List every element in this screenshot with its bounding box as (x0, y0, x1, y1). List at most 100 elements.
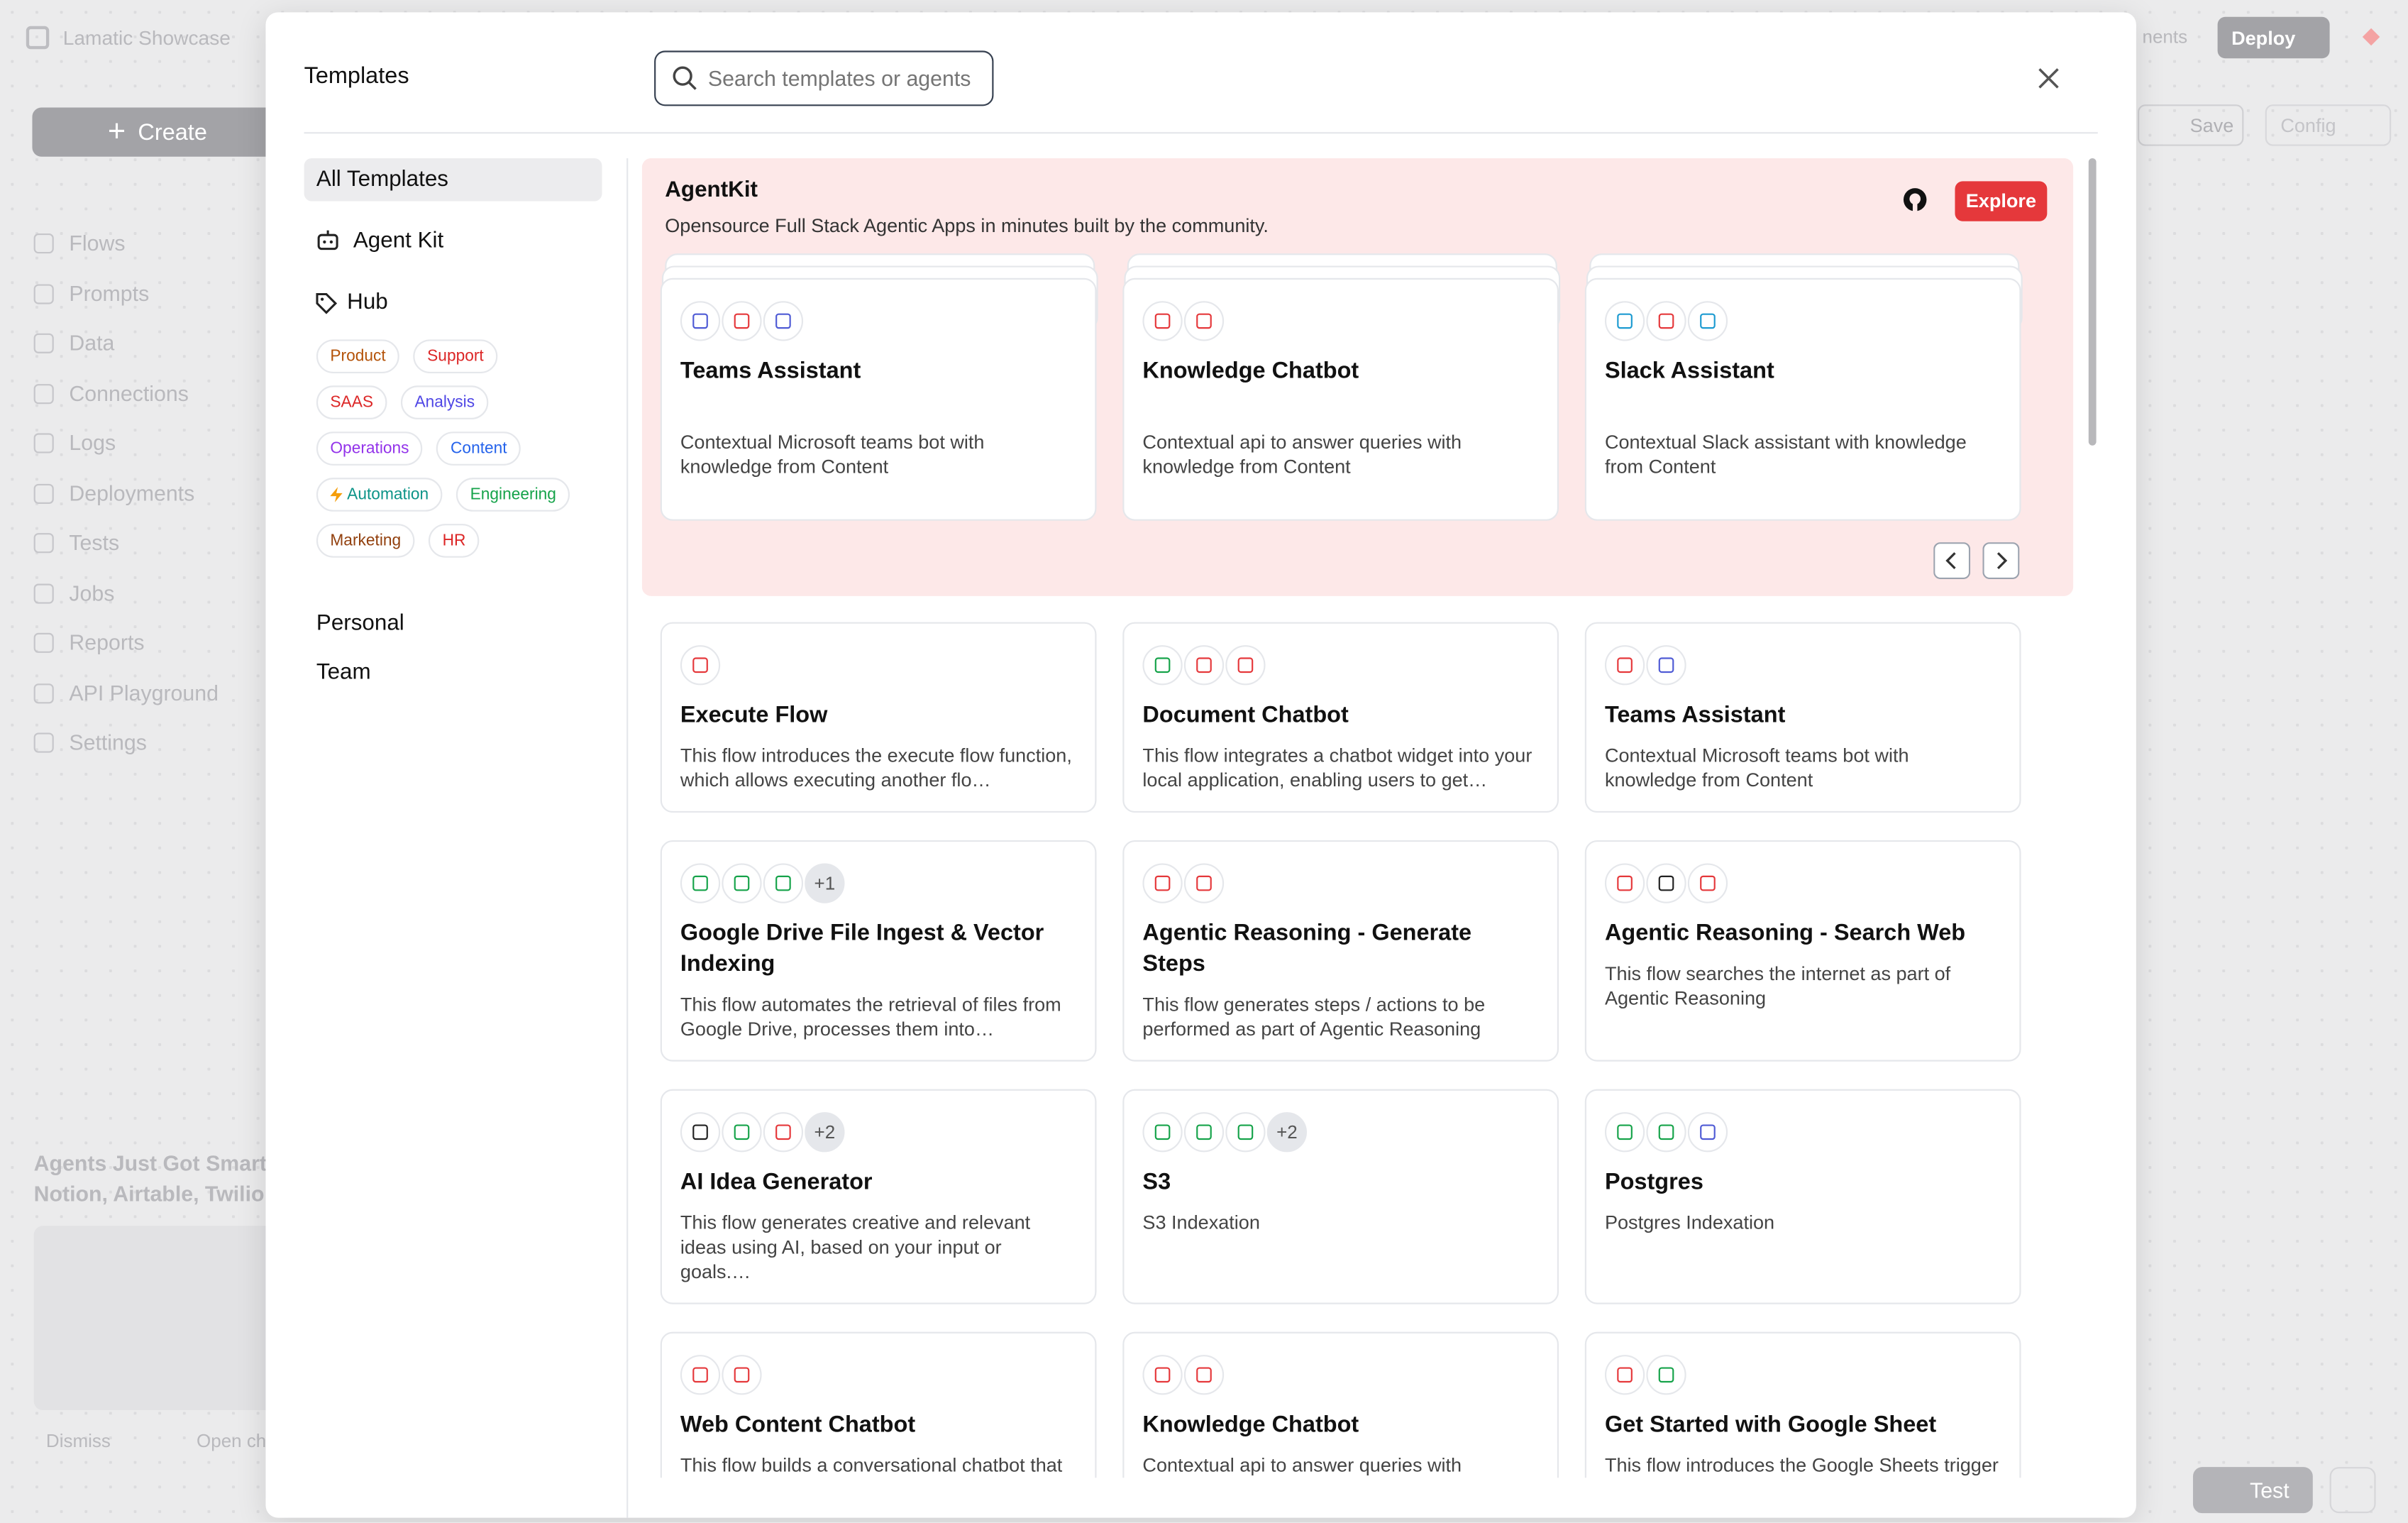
integration-icon (1687, 1112, 1728, 1153)
template-card[interactable]: Get Started with Google Sheet This flow i… (1584, 1331, 2021, 1478)
team-tab[interactable]: Team (316, 660, 371, 686)
github-icon[interactable] (1903, 187, 1928, 212)
nav-item[interactable]: API Playground (69, 679, 219, 705)
card-description: This flow builds a conversational chatbo… (680, 1454, 1063, 1477)
icon-glyph (734, 1124, 750, 1140)
save-button[interactable]: Save (2138, 104, 2244, 146)
all-templates-tab[interactable]: All Templates (304, 158, 602, 202)
nav-item[interactable]: Settings (69, 730, 147, 754)
template-card[interactable]: Teams Assistant Contextual Microsoft team… (1584, 622, 2021, 813)
hub-tag[interactable]: SAAS (316, 385, 387, 419)
integration-icons (680, 301, 1076, 341)
integration-icon (1183, 1355, 1225, 1395)
card-title: Agentic Reasoning - Generate Steps (1142, 920, 1472, 977)
nav-item[interactable]: Tests (69, 529, 120, 555)
hub-tab[interactable]: Hub (347, 290, 388, 315)
next-button[interactable] (1982, 542, 2020, 580)
tag-label: Product (330, 347, 386, 366)
integration-icon (1604, 301, 1645, 341)
more-count: +2 (805, 1112, 845, 1153)
agent-kit-tab[interactable]: Agent Kit (353, 229, 444, 254)
template-card[interactable]: Knowledge Chatbot Contextual api to answe… (1122, 1331, 1559, 1478)
collapse-button[interactable] (2329, 1467, 2376, 1514)
icon-glyph (1658, 1367, 1674, 1383)
template-card[interactable]: +1 Google Drive File Ingest & Vector Inde… (660, 840, 1097, 1062)
integration-icons (1604, 645, 2001, 686)
close-button[interactable] (2036, 66, 2061, 91)
workspace-name[interactable]: Lamatic Showcase (62, 26, 231, 50)
icon-glyph (1617, 1124, 1633, 1140)
nav-item[interactable]: Flows (69, 230, 126, 255)
integration-icon (1604, 863, 1645, 903)
template-grid: Execute Flow This flow introduces the exe… (660, 622, 2021, 1478)
template-card[interactable]: +2 S3 S3 Indexation (1122, 1089, 1559, 1304)
integration-icons (1604, 1112, 2001, 1153)
hub-tag[interactable]: Content (436, 431, 521, 466)
nav-item[interactable]: Data (69, 330, 115, 356)
test-button[interactable]: Test (2192, 1467, 2313, 1514)
integration-icon (1225, 645, 1266, 686)
create-button[interactable]: + Create (32, 107, 283, 157)
icon-glyph (1658, 875, 1674, 891)
hub-tag[interactable]: Support (413, 339, 498, 373)
template-card[interactable]: Document Chatbot This flow integrates a c… (1122, 622, 1559, 813)
nav-item[interactable]: Logs (69, 430, 116, 455)
hub-tag[interactable]: Automation (316, 478, 443, 512)
agent-kit-icon (317, 230, 338, 251)
nav-item[interactable]: Deployments (69, 480, 195, 505)
search-input[interactable] (707, 62, 978, 94)
prev-button[interactable] (1933, 542, 1971, 580)
explore-button[interactable]: Explore (1955, 181, 2048, 221)
nav-item[interactable]: Reports (69, 629, 145, 655)
plus-icon: + (107, 115, 126, 149)
template-card[interactable]: Web Content Chatbot This flow builds a co… (660, 1331, 1097, 1478)
hub-tag[interactable]: Engineering (456, 478, 570, 512)
agentkit-card[interactable]: Slack Assistant Contextual Slack assistan… (1584, 277, 2021, 521)
hub-tag[interactable]: Analysis (400, 385, 489, 419)
agentkit-card[interactable]: Knowledge Chatbot Contextual api to answe… (1122, 277, 1559, 521)
promo-open[interactable]: Open ch (197, 1430, 267, 1452)
personal-tab[interactable]: Personal (316, 611, 404, 637)
scrollbar (2088, 158, 2097, 446)
hub-tag[interactable]: HR (429, 524, 480, 558)
icon-glyph (1154, 1124, 1171, 1140)
integration-icons (1142, 863, 1538, 903)
card-description: This flow automates the retrieval of fil… (680, 994, 1061, 1040)
template-card[interactable]: Execute Flow This flow introduces the exe… (660, 622, 1097, 813)
icon-glyph (734, 875, 750, 891)
integration-icon (1183, 1112, 1225, 1153)
card-title: Knowledge Chatbot (1142, 358, 1359, 385)
integration-icons (1604, 1355, 2001, 1395)
promo-dismiss[interactable]: Dismiss (45, 1430, 111, 1452)
template-card[interactable]: +2 AI Idea Generator This flow generates c… (660, 1089, 1097, 1304)
environments[interactable]: nents (2142, 26, 2188, 48)
hub-icon (316, 292, 338, 314)
integration-icon (1183, 301, 1225, 341)
nav-icon (33, 683, 54, 703)
integration-icons (1604, 863, 2001, 903)
nav-icon (33, 233, 54, 254)
template-card[interactable]: Agentic Reasoning - Search Web This flow … (1584, 840, 2021, 1062)
config-button[interactable]: Config (2265, 104, 2392, 146)
card-description: This flow introduces the Google Sheets t… (1604, 1454, 1999, 1477)
icon-glyph (1196, 875, 1212, 891)
card-description: Contextual Microsoft teams bot with know… (680, 431, 985, 478)
integration-icon (1142, 301, 1183, 341)
logo (26, 26, 50, 50)
hub-tag[interactable]: Product (316, 339, 400, 373)
nav-item[interactable]: Jobs (69, 580, 115, 605)
modal-title: Templates (304, 62, 409, 89)
hub-tag[interactable]: Marketing (316, 524, 415, 558)
agentkit-card[interactable]: Teams Assistant Contextual Microsoft team… (660, 277, 1097, 521)
nav-item[interactable]: Connections (69, 380, 189, 405)
template-card[interactable]: Postgres Postgres Indexation (1584, 1089, 2021, 1304)
deploy-button[interactable]: Deploy (2217, 16, 2330, 59)
card-title: S3 (1142, 1169, 1171, 1196)
icon-glyph (1237, 657, 1254, 673)
integration-icon (763, 1112, 804, 1153)
template-card[interactable]: Agentic Reasoning - Generate Steps This f… (1122, 840, 1559, 1062)
nav-item[interactable]: Prompts (69, 280, 150, 305)
card-title: Teams Assistant (680, 358, 861, 385)
hub-tag[interactable]: Operations (316, 431, 424, 466)
